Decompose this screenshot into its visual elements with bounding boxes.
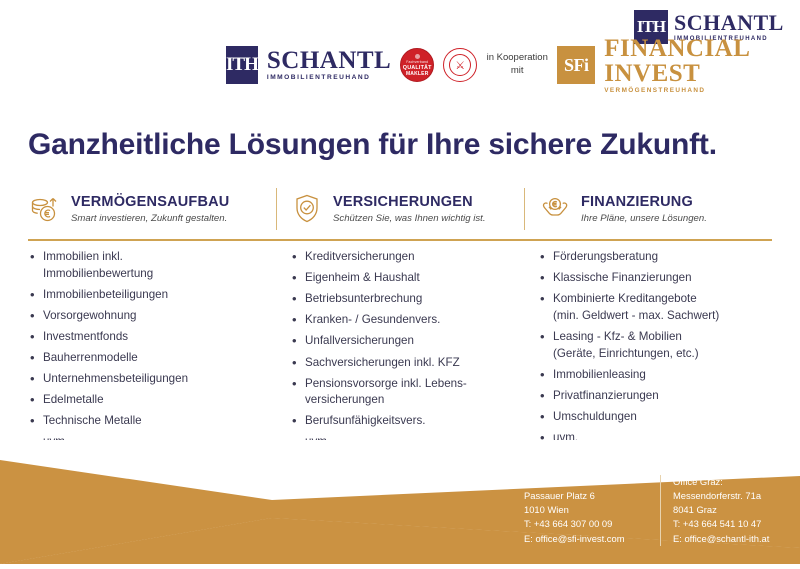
list-item-continuation: Immobilienbewertung xyxy=(43,266,154,280)
page-headline: Ganzheitliche Lösungen für Ihre sichere … xyxy=(28,128,717,161)
column-title: FINANZIERUNG xyxy=(581,193,693,210)
ith-monogram-icon: ITH xyxy=(226,46,259,85)
service-list-finanzierung: Förderungsberatung Klassische Finanzieru… xyxy=(538,247,758,447)
list-item: Kombinierte Kreditangebote xyxy=(538,289,758,308)
list-item-continuation: versicherungen xyxy=(305,393,385,407)
office-email[interactable]: E: office@schantl-ith.at xyxy=(673,532,770,544)
financial-invest-subtitle: VERMÖGENSTREUHAND xyxy=(604,87,706,94)
logo-schantl-topright: ITH SCHANTL IMMOBILIENTREUHAND xyxy=(634,10,784,44)
schantl-subtitle: IMMOBILIENTREUHAND xyxy=(266,74,371,82)
office-name: Office Graz: xyxy=(673,475,723,487)
footer-bowtie-graphic xyxy=(0,440,800,564)
list-item: Immobilienbeteiligungen xyxy=(28,285,262,304)
list-item: Edelmetalle xyxy=(28,390,262,409)
service-list-vermoegensaufbau: Immobilien inkl. Immobilienbewertung Imm… xyxy=(28,247,262,452)
schantl-name: SCHANTL xyxy=(674,10,784,35)
header-logo-bar: ITH SCHANTL IMMOBILIENTREUHAND ITH SCHAN… xyxy=(0,0,800,112)
schantl-wordmark-topright: SCHANTL IMMOBILIENTREUHAND xyxy=(674,10,784,43)
column-header: VERSICHERUNGEN Schützen Sie, was Ihnen w… xyxy=(290,186,510,232)
seal-emblem-dot xyxy=(414,53,420,59)
office-street: Passauer Platz 6 xyxy=(524,489,595,501)
seal-line-1: Fachverband xyxy=(406,59,429,64)
list-item: Investmentfonds xyxy=(28,327,262,346)
seal-line-2: QUALITÄT xyxy=(402,64,432,71)
column-separator xyxy=(524,188,525,230)
office-street: Messendorferstr. 71a xyxy=(673,489,762,501)
office-phone[interactable]: T: +43 664 307 00 09 xyxy=(524,518,613,530)
list-item: Pensionsvorsorge inkl. Lebens- xyxy=(290,374,510,393)
list-item-continuation: (Geräte, Einrichtungen, etc.) xyxy=(553,346,699,360)
footer-contact-blocks: Office Wien: Passauer Platz 6 1010 Wien … xyxy=(524,474,800,546)
sfi-monogram-icon: SFi xyxy=(557,46,596,85)
logo-row-center: ITH SCHANTL IMMOBILIENTREUHAND Fachverba… xyxy=(226,36,800,94)
office-email[interactable]: E: office@sfi-invest.com xyxy=(524,532,625,544)
list-item: Eigenheim & Haushalt xyxy=(290,268,510,287)
seal-inner-emblem: ⚔ xyxy=(449,54,472,77)
column-subtitle: Schützen Sie, was Ihnen wichtig ist. xyxy=(333,213,486,225)
column-header: VERMÖGENSAUFBAU Smart investieren, Zukun… xyxy=(28,186,262,232)
column-separator xyxy=(276,188,277,230)
list-item: Kranken- / Gesundenvers. xyxy=(290,310,510,329)
list-item-continuation: (min. Geldwert - max. Sachwert) xyxy=(553,308,720,322)
column-subtitle: Smart investieren, Zukunft gestalten. xyxy=(71,213,228,225)
column-versicherungen: VERSICHERUNGEN Schützen Sie, was Ihnen w… xyxy=(276,186,524,455)
list-item: Privatfinanzierungen xyxy=(538,386,758,405)
list-item: Leasing - Kfz- & Mobilien xyxy=(538,327,758,346)
shield-check-icon xyxy=(290,192,324,226)
chamber-emblem-seal-icon: ⚔ xyxy=(443,48,478,83)
list-item: Förderungsberatung xyxy=(538,247,758,266)
office-phone[interactable]: T: +43 664 541 10 47 xyxy=(673,518,762,530)
services-columns: VERMÖGENSAUFBAU Smart investieren, Zukun… xyxy=(28,186,772,455)
list-item: Klassische Finanzierungen xyxy=(538,268,758,287)
seal-line-3: MAKLER xyxy=(405,70,429,77)
list-item: Immobilien inkl. xyxy=(28,247,262,266)
list-item: Unternehmensbeteiligungen xyxy=(28,369,262,388)
list-item: Umschuldungen xyxy=(538,407,758,426)
column-title-group: VERSICHERUNGEN Schützen Sie, was Ihnen w… xyxy=(333,194,486,225)
ith-monogram-icon: ITH xyxy=(634,10,668,44)
office-city: 8041 Graz xyxy=(673,504,717,516)
list-item: Vorsorgewohnung xyxy=(28,306,262,325)
column-title: VERSICHERUNGEN xyxy=(333,193,473,210)
contact-office-graz: Office Graz: Messendorferstr. 71a 8041 G… xyxy=(660,474,800,546)
qualitaet-makler-seal-icon: Fachverband QUALITÄT MAKLER xyxy=(400,48,435,83)
column-finanzierung: FINANZIERUNG Ihre Pläne, unsere Lösungen… xyxy=(524,186,772,455)
service-list-versicherungen: Kreditversicherungen Eigenheim & Haushal… xyxy=(290,247,510,452)
column-vermoegensaufbau: VERMÖGENSAUFBAU Smart investieren, Zukun… xyxy=(28,186,276,455)
column-title-group: VERMÖGENSAUFBAU Smart investieren, Zukun… xyxy=(71,194,229,225)
contact-office-wien: Office Wien: Passauer Platz 6 1010 Wien … xyxy=(524,475,660,546)
schantl-wordmark: SCHANTL IMMOBILIENTREUHAND xyxy=(267,48,391,82)
column-subtitle: Ihre Pläne, unsere Lösungen. xyxy=(581,213,707,225)
column-title: VERMÖGENSAUFBAU xyxy=(71,193,230,210)
office-city: 1010 Wien xyxy=(524,504,569,516)
list-item: Betriebsunterbrechung xyxy=(290,289,510,308)
list-item: Unfallversicherungen xyxy=(290,331,510,350)
list-item: Technische Metalle xyxy=(28,411,262,430)
office-name: Office Wien: xyxy=(524,475,575,487)
financial-invest-name: FINANCIAL INVEST xyxy=(604,35,750,87)
list-item: Bauherrenmodelle xyxy=(28,348,262,367)
hands-coin-icon xyxy=(538,192,572,226)
gold-divider-rule xyxy=(28,239,772,241)
schantl-name: SCHANTL xyxy=(266,47,392,75)
column-header: FINANZIERUNG Ihre Pläne, unsere Lösungen… xyxy=(538,186,758,232)
financial-invest-wordmark: FINANCIAL INVEST VERMÖGENSTREUHAND xyxy=(604,36,800,94)
schantl-subtitle: IMMOBILIENTREUHAND xyxy=(674,36,768,42)
list-item: Immobilienleasing xyxy=(538,365,758,384)
list-item: Kreditversicherungen xyxy=(290,247,510,266)
list-item: Berufsunfähigkeitsvers. xyxy=(290,411,510,430)
column-title-group: FINANZIERUNG Ihre Pläne, unsere Lösungen… xyxy=(581,194,707,225)
cooperation-label: in Kooperation mit xyxy=(486,52,548,77)
coins-euro-growth-icon xyxy=(28,192,62,226)
list-item: Sachversicherungen inkl. KFZ xyxy=(290,353,510,372)
